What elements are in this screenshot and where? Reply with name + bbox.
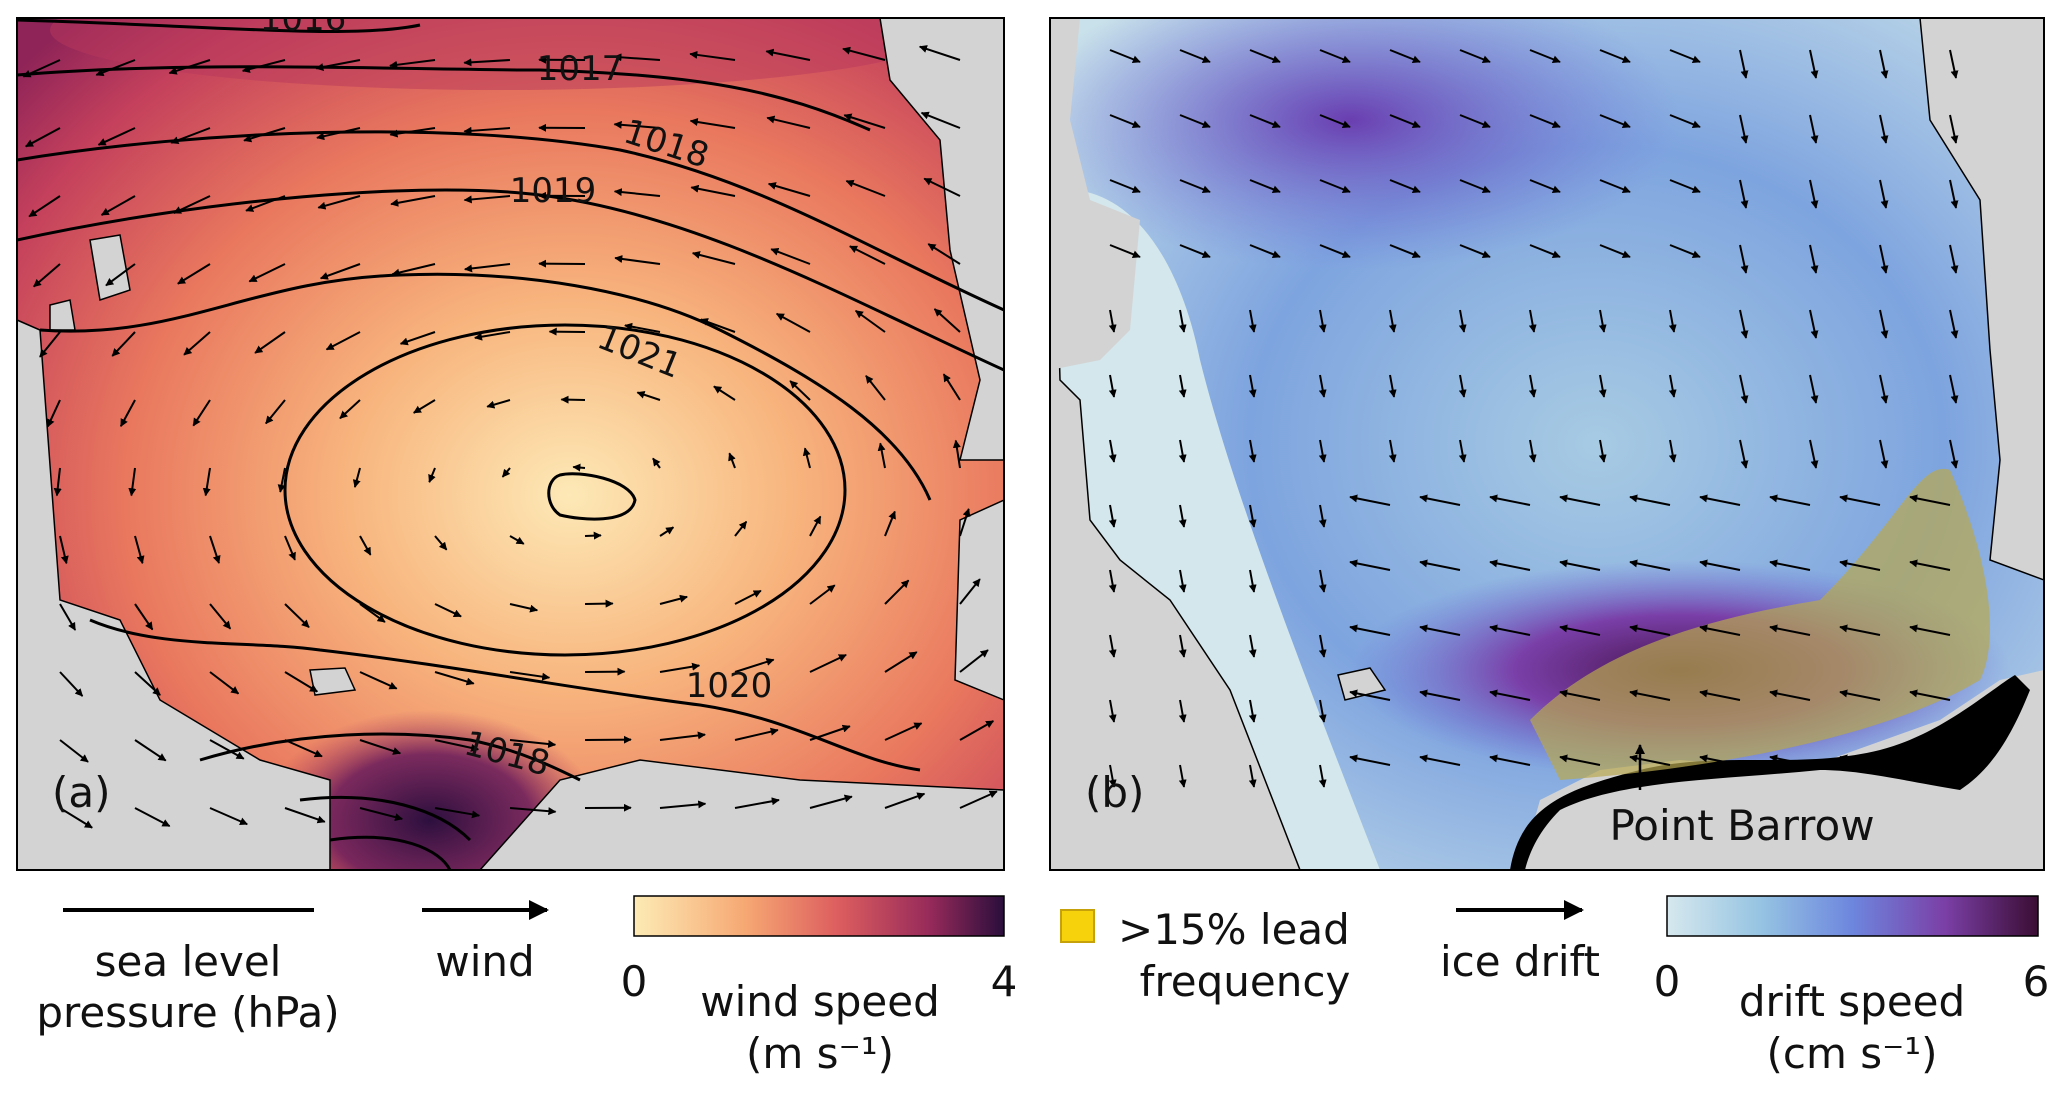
legend-swatch: [1061, 910, 1094, 942]
colorbar-label: (cm s⁻¹): [1766, 1029, 1937, 1078]
colorbar-label: (m s⁻¹): [746, 1029, 894, 1078]
legend-text: sea level: [95, 937, 282, 986]
panel-label: (b): [1085, 768, 1144, 817]
colorbar-label: wind speed: [700, 977, 940, 1026]
colorbar-tick: 6: [2023, 957, 2050, 1006]
contour-label: 1016: [260, 0, 347, 39]
legend-text: wind: [435, 937, 534, 986]
panel-label: (a): [52, 768, 111, 817]
legend-text: >15% lead: [1118, 905, 1350, 954]
colorbar-label: drift speed: [1739, 977, 1965, 1026]
colorbar-tick: 4: [991, 957, 1018, 1006]
annotation: Point Barrow: [1609, 801, 1874, 850]
legend-text: pressure (hPa): [36, 988, 339, 1037]
vector-arrow: [573, 467, 585, 468]
colorbar-tick: 0: [621, 957, 648, 1006]
colorbar: [634, 896, 1004, 936]
contour-label: 1017: [537, 49, 624, 89]
legend-text: ice drift: [1440, 937, 1600, 986]
panel-a-map: 1016 1017 1018 1019 1021 1020 1018 (a): [17, 0, 1004, 930]
contour-label: 1020: [686, 666, 773, 706]
legend-text: frequency: [1140, 957, 1351, 1006]
panel-b-map: Point Barrow (b): [1020, 0, 2044, 870]
contour-label: 1019: [510, 171, 597, 211]
colorbar: [1667, 896, 2038, 936]
vector-arrow: [585, 535, 601, 536]
colorbar-tick: 0: [1654, 957, 1681, 1006]
